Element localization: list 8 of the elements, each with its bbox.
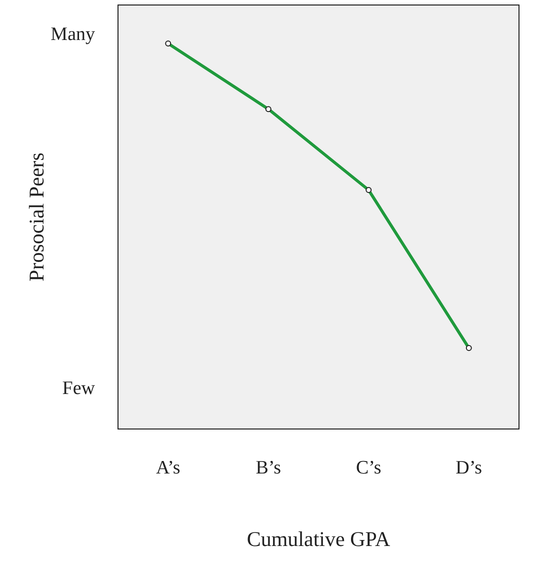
x-tick-label: D’s [456,457,482,478]
y-axis-title: Prosocial Peers [24,152,49,282]
x-axis-title: Cumulative GPA [246,526,391,551]
x-tick-label: B’s [256,457,282,478]
x-tick-label: C’s [356,457,382,478]
x-tick-label: A’s [156,457,180,478]
text: Many [50,24,96,45]
text: Few [62,378,96,399]
